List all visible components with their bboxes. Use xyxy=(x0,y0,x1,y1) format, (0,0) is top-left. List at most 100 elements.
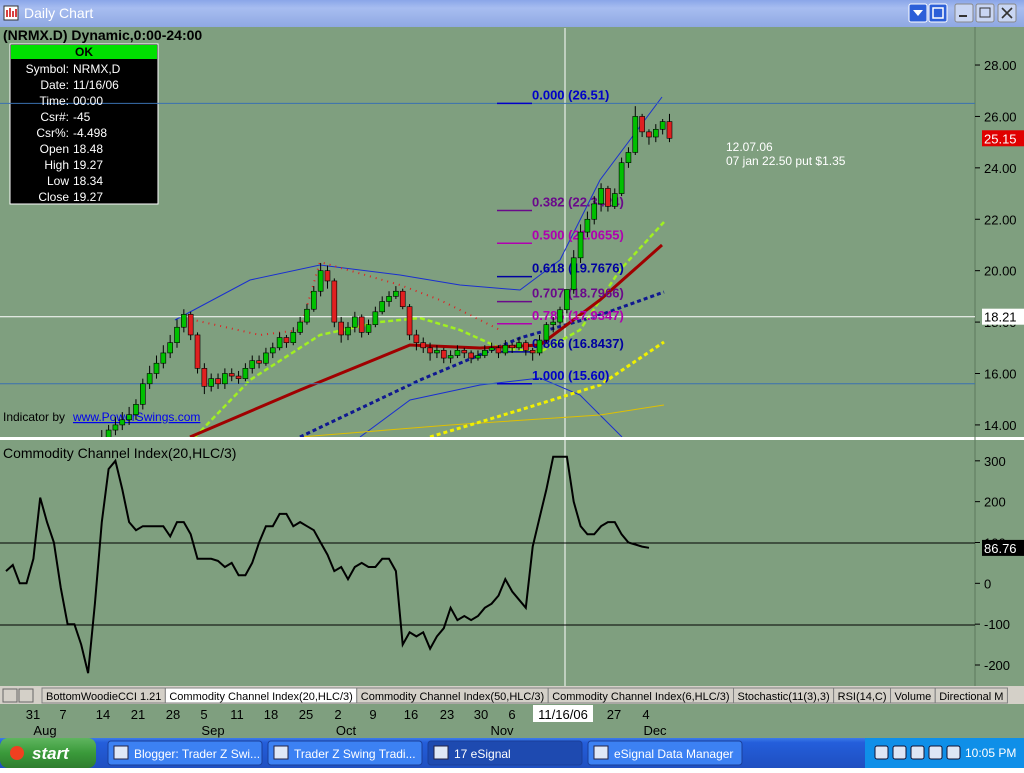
date-label: 31 xyxy=(26,707,40,722)
tray-icon[interactable] xyxy=(946,745,961,760)
candle-body xyxy=(652,128,659,138)
tab[interactable] xyxy=(934,687,1008,704)
candle-body xyxy=(646,131,652,138)
candle-body xyxy=(529,350,536,354)
indicator-lines xyxy=(174,96,665,437)
start-label[interactable]: start xyxy=(32,744,70,763)
month-label: Sep xyxy=(201,723,224,738)
cci-title: Commodity Channel Index(20,HLC/3) xyxy=(3,445,236,461)
cursor-value: 00:00 xyxy=(73,94,103,108)
tab-scroll[interactable] xyxy=(2,688,18,703)
candle-body xyxy=(598,188,604,205)
candle-body xyxy=(331,280,338,323)
task-label[interactable]: 17 eSignal xyxy=(454,747,511,761)
date-label: 27 xyxy=(607,707,621,722)
cursor-field: Csr#: xyxy=(40,110,69,124)
candle-body xyxy=(310,290,317,310)
task-button[interactable] xyxy=(427,740,583,766)
candle-body xyxy=(461,350,468,354)
price-tag xyxy=(982,308,1024,325)
window-buttons[interactable] xyxy=(908,3,1017,23)
candle-body xyxy=(399,290,406,307)
panel-separator xyxy=(0,437,1024,440)
ma-red xyxy=(189,243,663,437)
tray-icon[interactable] xyxy=(928,745,943,760)
y-tick-label: 28.00 xyxy=(984,58,1017,73)
candle-body xyxy=(222,373,228,385)
candle-body xyxy=(509,344,515,349)
candle-body xyxy=(427,347,433,354)
tab-label[interactable]: Commodity Channel Index(20,HLC/3) xyxy=(169,691,352,703)
ma-blue xyxy=(299,290,665,437)
task-icon xyxy=(113,745,129,760)
fib-label: 0.786 (17.9347) xyxy=(532,308,624,323)
candle-body xyxy=(160,352,167,364)
y-tick-label: 26.00 xyxy=(984,109,1017,124)
tab-label[interactable]: Stochastic(11(3),3) xyxy=(738,691,830,703)
cursor-value: 18.34 xyxy=(73,174,103,188)
restore-button[interactable] xyxy=(928,3,948,23)
tab-label[interactable]: BottomWoodieCCI 1.21 xyxy=(46,691,161,703)
cursor-field: Close xyxy=(38,190,69,204)
candle-body xyxy=(440,350,447,359)
cursor-value: -45 xyxy=(73,110,91,124)
task-label[interactable]: Blogger: Trader Z Swi... xyxy=(134,747,260,761)
tab-label[interactable]: Commodity Channel Index(50,HLC/3) xyxy=(361,691,544,703)
price-plot: 0.000 (26.51)0.382 (22.3424)0.500 (21.06… xyxy=(0,87,975,437)
task-icon xyxy=(273,745,289,760)
candle-body xyxy=(536,339,543,354)
maximize-button[interactable] xyxy=(975,3,995,23)
minimize-button[interactable] xyxy=(954,3,974,23)
candle-body xyxy=(523,342,529,351)
candle-body xyxy=(557,309,563,323)
cursor-value: 19.27 xyxy=(73,158,103,172)
candle-body xyxy=(352,316,358,328)
cursor-box xyxy=(9,43,159,205)
start-logo xyxy=(10,746,24,760)
y-tick-label: 16.00 xyxy=(984,367,1017,382)
candle-body xyxy=(666,121,673,139)
y-tick-label: -200 xyxy=(984,658,1010,673)
cci-tag-label: 86.76 xyxy=(984,541,1017,556)
ma-yellow xyxy=(429,340,665,437)
task-icon xyxy=(433,745,449,760)
tray-icon[interactable] xyxy=(874,745,889,760)
candle-body xyxy=(393,290,399,297)
candle-body xyxy=(365,324,372,333)
tray-icon[interactable] xyxy=(892,745,907,760)
ma-green xyxy=(194,221,665,437)
date-label: 4 xyxy=(642,707,649,722)
candle-body xyxy=(625,152,632,164)
tab-label[interactable]: Directional M xyxy=(939,691,1003,703)
tab-label[interactable]: RSI(14,C) xyxy=(838,691,887,703)
candle-body xyxy=(386,296,392,302)
y-tick-label: 14.00 xyxy=(984,418,1017,433)
fib-label: 0.866 (16.8437) xyxy=(532,336,624,351)
tab-label[interactable]: Commodity Channel Index(6,HLC/3) xyxy=(552,691,729,703)
candle-body xyxy=(577,231,584,259)
y-tick-label: 200 xyxy=(984,495,1006,510)
candle-body xyxy=(618,162,625,194)
task-button[interactable] xyxy=(107,740,263,766)
price-panel xyxy=(0,27,1024,437)
task-button[interactable] xyxy=(587,740,743,766)
tab-scroll[interactable] xyxy=(18,688,34,703)
candle-body xyxy=(263,352,269,364)
candle-body xyxy=(276,337,283,349)
system-tray xyxy=(865,738,1024,768)
start-button[interactable] xyxy=(0,738,96,768)
candle-body xyxy=(338,321,344,336)
date-axis xyxy=(0,704,1024,738)
y-tick-label: 300 xyxy=(984,454,1006,469)
tray-icon[interactable] xyxy=(910,745,925,760)
date-label: 16 xyxy=(404,707,418,722)
candle-body xyxy=(297,321,303,333)
task-button[interactable] xyxy=(267,740,423,766)
task-label[interactable]: Trader Z Swing Tradi... xyxy=(294,747,416,761)
task-icon xyxy=(593,745,609,760)
y-tick-label: 22.00 xyxy=(984,212,1017,227)
task-label[interactable]: eSignal Data Manager xyxy=(614,747,733,761)
tab-label[interactable]: Volume xyxy=(895,691,932,703)
